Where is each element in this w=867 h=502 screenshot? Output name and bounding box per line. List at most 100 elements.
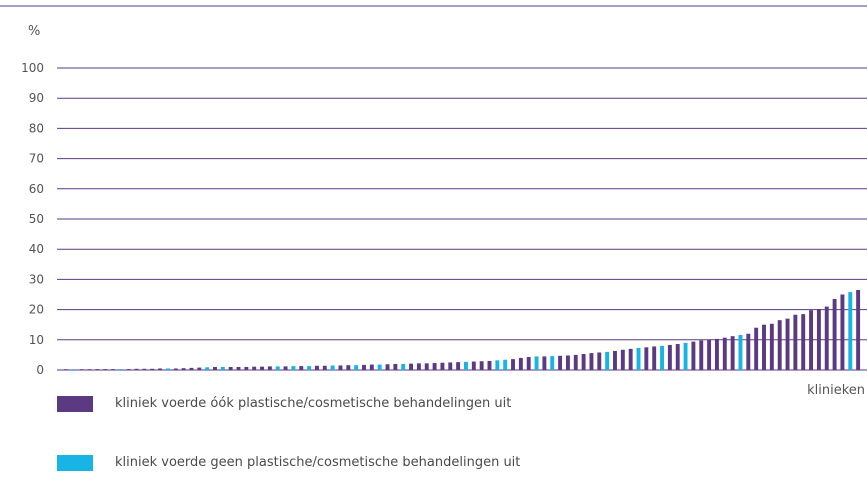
bar-45 (416, 363, 421, 370)
legend-item-cyan: kliniek voerde geen plastische/cosmetisc… (57, 455, 837, 475)
bar-61 (542, 356, 547, 370)
bar-63 (558, 355, 563, 370)
bar-65 (573, 354, 578, 370)
bar-99 (840, 294, 845, 370)
y-tick-label: 90 (29, 91, 44, 105)
y-tick-label: 60 (29, 182, 44, 196)
bar-15 (181, 368, 186, 370)
bar-98 (832, 299, 837, 370)
bar-83 (714, 338, 719, 370)
bar-5 (103, 369, 108, 370)
bar-64 (565, 355, 570, 370)
bar-20 (220, 366, 225, 370)
bar-87 (746, 333, 751, 370)
bar-17 (197, 367, 202, 370)
bar-37 (354, 365, 359, 370)
bar-94 (801, 314, 806, 370)
bar-3 (87, 369, 92, 370)
bar-11 (150, 368, 155, 370)
bar-26 (267, 366, 272, 370)
bar-28 (283, 366, 288, 370)
bar-56 (503, 359, 508, 370)
bar-74 (644, 347, 649, 370)
bar-36 (346, 365, 351, 370)
bar-32 (314, 365, 319, 370)
bar-19 (213, 366, 217, 370)
legend-label-purple: kliniek voerde óók plastische/cosmetisch… (115, 396, 512, 411)
bar-43 (401, 363, 406, 370)
bar-0 (64, 369, 68, 370)
bar-82 (707, 339, 712, 370)
bar-81 (699, 340, 704, 370)
bar-76 (660, 345, 664, 370)
bar-40 (377, 364, 382, 370)
bar-88 (754, 327, 759, 370)
y-tick-label: 10 (29, 333, 44, 347)
bar-80 (691, 341, 696, 370)
bar-13 (165, 368, 170, 370)
bar-68 (597, 352, 602, 370)
bar-60 (534, 356, 539, 370)
bar-70 (613, 350, 617, 370)
y-tick-label: 0 (36, 363, 44, 377)
bar-22 (236, 366, 241, 370)
y-tick-label: 80 (29, 121, 44, 135)
bar-69 (605, 351, 610, 370)
bar-25 (260, 366, 264, 370)
bar-48 (440, 362, 445, 370)
bar-10 (142, 368, 147, 370)
bar-79 (683, 342, 688, 370)
bar-23 (244, 366, 249, 370)
bar-29 (291, 366, 296, 370)
bar-96 (816, 309, 821, 370)
bar-78 (675, 344, 680, 370)
bar-47 (432, 363, 437, 370)
bar-42 (393, 363, 398, 370)
legend-label-cyan: kliniek voerde geen plastische/cosmetisc… (115, 455, 521, 470)
bar-18 (205, 367, 210, 370)
bar-31 (307, 366, 312, 370)
bar-77 (667, 344, 672, 370)
y-tick-label: 70 (29, 152, 44, 166)
bar-50 (456, 362, 461, 370)
bar-44 (409, 363, 414, 370)
bar-67 (589, 353, 594, 370)
bar-8 (126, 369, 131, 370)
bar-59 (526, 357, 531, 370)
bar-101 (856, 289, 861, 370)
bar-34 (330, 365, 335, 370)
bar-49 (448, 362, 453, 370)
y-tick-label: 40 (29, 242, 44, 256)
bar-33 (322, 365, 327, 370)
bar-38 (362, 364, 366, 370)
bar-53 (479, 361, 484, 370)
bar-6 (111, 369, 115, 370)
bar-1 (71, 369, 76, 370)
bar-58 (518, 357, 523, 370)
bar-27 (275, 366, 280, 370)
y-tick-label: 50 (29, 212, 44, 226)
bar-90 (769, 323, 774, 370)
bar-75 (652, 346, 657, 370)
bar-62 (550, 356, 555, 370)
bar-2 (79, 369, 84, 370)
bar-57 (511, 359, 515, 370)
y-tick-label: 20 (29, 303, 44, 317)
bar-93 (793, 314, 798, 370)
bar-100 (848, 292, 853, 370)
bar-55 (495, 360, 500, 370)
bar-84 (722, 337, 727, 370)
bar-9 (134, 368, 139, 370)
bar-54 (487, 360, 492, 370)
y-axis-label: % (28, 24, 40, 39)
bar-86 (738, 334, 743, 370)
bar-95 (809, 310, 814, 370)
bar-91 (777, 320, 782, 370)
bar-92 (785, 318, 790, 370)
bar-24 (252, 366, 257, 370)
bar-4 (95, 369, 100, 370)
bar-73 (636, 347, 641, 370)
legend-swatch-cyan (57, 455, 93, 471)
bar-30 (299, 366, 304, 370)
